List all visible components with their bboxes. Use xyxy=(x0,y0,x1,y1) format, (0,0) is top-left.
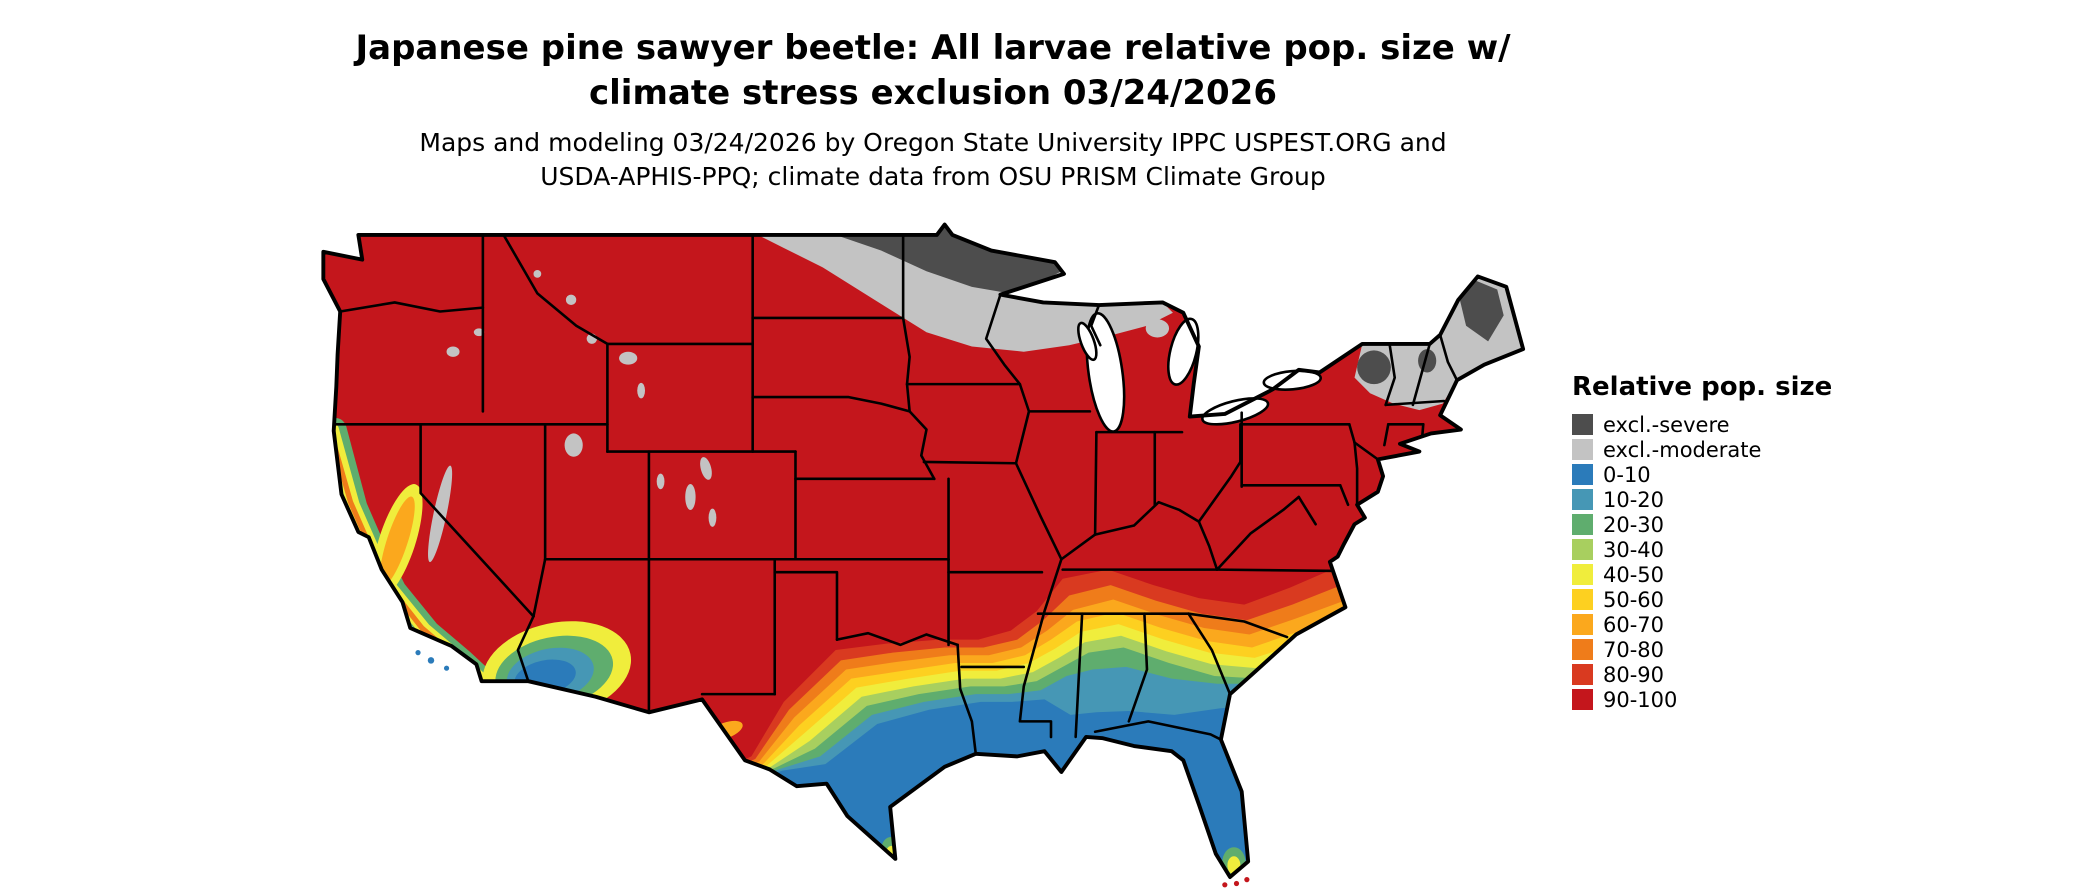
map-title-line1: Japanese pine sawyer beetle: All larvae … xyxy=(355,28,1511,68)
legend-item: 50-60 xyxy=(1572,587,1882,612)
maine-exclusion-severe xyxy=(1458,280,1504,342)
legend-item: excl.-severe xyxy=(1572,412,1882,437)
legend-swatch xyxy=(1572,539,1593,560)
legend-item: 20-30 xyxy=(1572,512,1882,537)
legend-item: 40-50 xyxy=(1572,562,1882,587)
legend-swatch xyxy=(1572,564,1593,585)
channel-island xyxy=(443,665,450,671)
north-central-exclusion-severe xyxy=(835,224,1062,295)
florida-key xyxy=(1233,880,1240,887)
legend-label: 10-20 xyxy=(1603,487,1665,512)
legend-item: 0-10 xyxy=(1572,462,1882,487)
legend-label: 20-30 xyxy=(1603,512,1665,537)
legend-label: 40-50 xyxy=(1603,562,1665,587)
north-michigan-exclusion xyxy=(1145,319,1170,338)
map-subtitle-line2: USDA-APHIS-PPQ; climate data from OSU PR… xyxy=(540,161,1326,191)
rockies-exclusion-speckles xyxy=(446,269,717,527)
legend: Relative pop. size excl.-severe excl.-mod… xyxy=(1572,372,1882,712)
channel-island xyxy=(415,650,421,656)
legend-item: 60-70 xyxy=(1572,612,1882,637)
legend-label: 60-70 xyxy=(1603,612,1665,637)
adirondacks-exclusion-severe xyxy=(1357,350,1391,385)
map-title: Japanese pine sawyer beetle: All larvae … xyxy=(0,26,1866,116)
legend-label: excl.-severe xyxy=(1603,412,1730,437)
green-bay xyxy=(1077,321,1098,362)
legend-item: 80-90 xyxy=(1572,662,1882,687)
legend-swatch xyxy=(1572,439,1593,460)
legend-label: 90-100 xyxy=(1603,687,1678,712)
legend-item: 10-20 xyxy=(1572,487,1882,512)
central-valley-inner xyxy=(379,496,415,586)
legend-item: 30-40 xyxy=(1572,537,1882,562)
legend-label: 50-60 xyxy=(1603,587,1665,612)
legend-label: 70-80 xyxy=(1603,637,1665,662)
legend-item: excl.-moderate xyxy=(1572,437,1882,462)
legend-items: excl.-severe excl.-moderate 0-10 10-20 20-30… xyxy=(1572,412,1882,712)
us-outline xyxy=(321,222,1526,879)
great-salt-lake xyxy=(564,433,583,457)
north-central-exclusion-moderate xyxy=(757,224,1173,352)
map-subtitle-line1: Maps and modeling 03/24/2026 by Oregon S… xyxy=(419,128,1447,157)
us-map-svg xyxy=(321,222,1526,888)
great-lakes xyxy=(1077,312,1322,433)
map-subtitle: Maps and modeling 03/24/2026 by Oregon S… xyxy=(0,126,1866,194)
legend-label: excl.-moderate xyxy=(1603,437,1762,462)
florida-key xyxy=(1244,877,1250,883)
legend-swatch xyxy=(1572,689,1593,710)
legend-item: 70-80 xyxy=(1572,637,1882,662)
map-fill-layers xyxy=(323,224,1524,878)
legend-swatch xyxy=(1572,614,1593,635)
legend-label: 30-40 xyxy=(1603,537,1665,562)
map-title-line2: climate stress exclusion 03/24/2026 xyxy=(588,72,1277,113)
legend-swatch xyxy=(1572,464,1593,485)
legend-label: 0-10 xyxy=(1603,462,1651,487)
legend-swatch xyxy=(1572,489,1593,510)
channel-island xyxy=(427,657,435,664)
band-0-10 xyxy=(446,673,1524,878)
legend-title: Relative pop. size xyxy=(1572,372,1833,402)
legend-swatch xyxy=(1572,639,1593,660)
legend-swatch xyxy=(1572,664,1593,685)
offshore-islands xyxy=(415,650,1250,888)
lake-erie xyxy=(1201,397,1270,426)
legend-swatch xyxy=(1572,589,1593,610)
legend-label: 80-90 xyxy=(1603,662,1665,687)
florida-key xyxy=(1222,882,1228,888)
legend-swatch xyxy=(1572,414,1593,435)
legend-swatch xyxy=(1572,514,1593,535)
legend-item: 90-100 xyxy=(1572,687,1882,712)
us-choropleth-map xyxy=(296,222,1544,890)
